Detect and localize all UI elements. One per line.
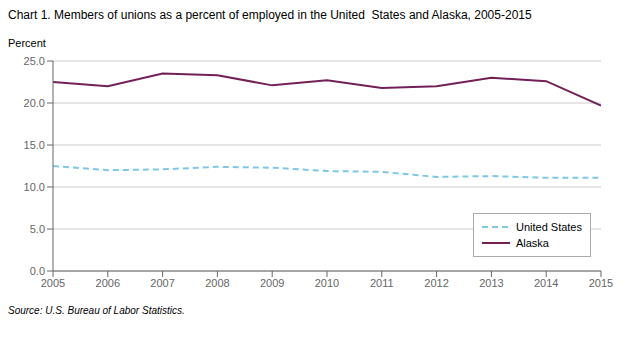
svg-text:5.0: 5.0 — [30, 223, 45, 235]
html-text:United States: United States — [516, 221, 582, 233]
svg-text:2010: 2010 — [315, 277, 339, 289]
svg-text:2014: 2014 — [534, 277, 558, 289]
svg-text:0.0: 0.0 — [30, 265, 45, 277]
svg-text:2009: 2009 — [260, 277, 284, 289]
svg-text:2015: 2015 — [589, 277, 613, 289]
html-text:Chart 1. Members of unions as: Chart 1. Members of unions as a percent … — [8, 8, 532, 22]
svg-text:2013: 2013 — [479, 277, 503, 289]
html-text:Percent: Percent — [8, 37, 46, 49]
svg-text:25.0: 25.0 — [24, 55, 45, 67]
html-text:Alaska: Alaska — [516, 237, 549, 249]
svg-text:2008: 2008 — [205, 277, 229, 289]
svg-text:2006: 2006 — [96, 277, 120, 289]
svg-text:2005: 2005 — [41, 277, 65, 289]
svg-text:15.0: 15.0 — [24, 139, 45, 151]
html-text:Source: U.S. Bureau of Labor S: Source: U.S. Bureau of Labor Statistics. — [8, 305, 185, 316]
svg-text:2007: 2007 — [150, 277, 174, 289]
svg-text:10.0: 10.0 — [24, 181, 45, 193]
svg-text:20.0: 20.0 — [24, 97, 45, 109]
svg-text:2011: 2011 — [370, 277, 394, 289]
svg-text:2012: 2012 — [424, 277, 448, 289]
